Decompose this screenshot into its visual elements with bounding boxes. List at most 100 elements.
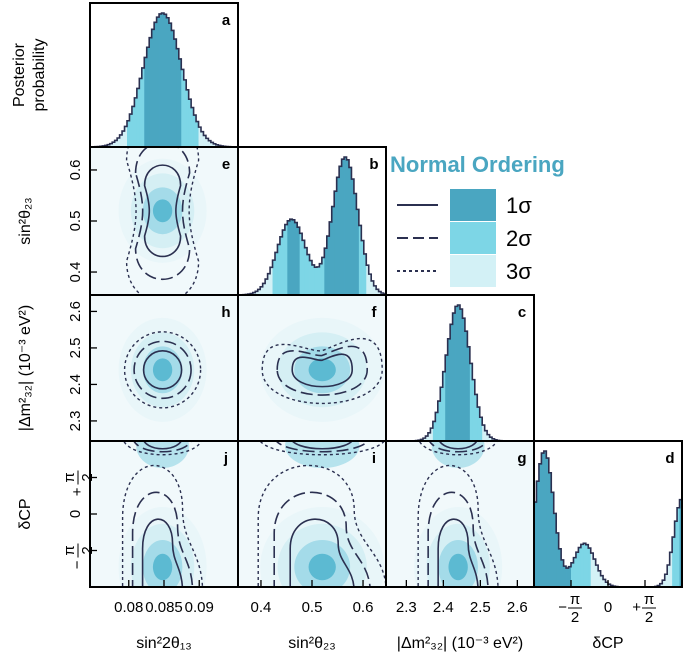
histogram-bar xyxy=(334,191,338,295)
histogram-bar xyxy=(598,570,601,587)
contour-line-top xyxy=(275,441,370,453)
legend-swatch xyxy=(450,189,496,221)
histogram-bar xyxy=(257,289,261,295)
histogram-bar xyxy=(435,412,439,441)
y-tick-label: 2 xyxy=(79,473,96,481)
histogram-bar xyxy=(457,305,461,441)
histogram-bar xyxy=(265,279,268,295)
histogram-bar xyxy=(546,458,550,587)
histogram-bar xyxy=(321,257,325,295)
histogram-bar xyxy=(205,138,209,147)
histogram-bar xyxy=(282,230,286,295)
x-tick-label: 0.09 xyxy=(185,599,214,616)
y-axis-label-probability: probability xyxy=(31,39,48,112)
histogram-bar xyxy=(556,532,560,587)
histogram-bar xyxy=(124,126,128,147)
y-tick-label: 0.4 xyxy=(67,262,84,283)
histogram-outline xyxy=(89,12,239,148)
histogram-bar xyxy=(575,552,579,587)
density-blob xyxy=(152,553,173,581)
contour-line xyxy=(276,345,369,396)
histogram-bar xyxy=(464,331,468,441)
histogram-bar xyxy=(260,286,264,295)
histogram-bar xyxy=(378,291,382,295)
histogram-bar xyxy=(193,115,197,147)
histogram-bar xyxy=(255,291,259,295)
panel-label-h: h xyxy=(221,304,230,321)
legend-swatch xyxy=(450,255,496,287)
histogram-bar xyxy=(309,260,313,295)
histogram-bar xyxy=(208,140,212,147)
histogram-bar xyxy=(363,253,367,295)
x-axis-label-dcp: δCP xyxy=(592,635,623,652)
histogram-bar xyxy=(376,289,379,295)
density-blob-top xyxy=(136,441,189,468)
histogram-bar xyxy=(427,432,431,441)
histogram-bar xyxy=(548,472,552,587)
histogram-bar xyxy=(538,463,542,587)
contour-line xyxy=(289,518,355,587)
legend-label: 3σ xyxy=(506,259,532,284)
histogram-bar xyxy=(302,240,305,295)
histogram-bar xyxy=(173,39,177,147)
panel-label-d: d xyxy=(665,450,674,467)
x-tick-label: 0.6 xyxy=(353,599,374,616)
histogram-bar xyxy=(127,120,130,147)
y-tick-label: 2.6 xyxy=(67,301,84,322)
histogram-bar xyxy=(324,248,328,295)
panel-density-f xyxy=(238,295,386,441)
legend-title: Normal Ordering xyxy=(390,152,565,177)
panel-density-h xyxy=(90,295,238,441)
histogram-bar xyxy=(447,338,451,441)
histogram-bar xyxy=(563,566,567,587)
histogram-bar xyxy=(662,580,666,587)
histogram-bar xyxy=(314,267,318,295)
histogram-bar xyxy=(122,131,125,147)
histogram-bar xyxy=(191,107,194,147)
histogram-bar xyxy=(590,553,594,587)
histogram-bar xyxy=(371,280,375,295)
histogram-bar xyxy=(304,247,308,295)
histogram-bar xyxy=(450,324,453,441)
histogram-bar xyxy=(168,23,172,147)
y-axis-label-group: |Δm²₃₂| (10⁻³ eV²) xyxy=(17,305,34,431)
histogram-bar xyxy=(452,313,456,441)
histogram-bar xyxy=(469,363,473,441)
contour-line xyxy=(134,147,191,281)
histogram-bar xyxy=(331,206,335,295)
panel-label-b: b xyxy=(369,156,378,173)
y-tick-label-group: 0.4 xyxy=(67,262,84,283)
y-tick-label-group: 0 xyxy=(67,510,84,518)
histogram-bar xyxy=(346,159,350,295)
histogram-bar xyxy=(568,566,572,587)
histogram-bar xyxy=(131,106,135,147)
histogram-bar xyxy=(440,387,444,441)
histogram-bar xyxy=(154,22,157,147)
histogram-bar xyxy=(272,260,276,295)
histogram-bar xyxy=(353,193,357,295)
histogram-bar xyxy=(196,121,199,147)
histogram-bar xyxy=(297,227,301,295)
histogram-bar xyxy=(277,244,281,295)
histogram-bar xyxy=(316,266,320,295)
histogram-bar xyxy=(156,17,160,147)
histogram-bar xyxy=(336,177,340,295)
histogram-bar xyxy=(583,543,587,587)
contour-line-top xyxy=(438,441,478,450)
histogram-bar xyxy=(344,157,347,295)
histogram-bar xyxy=(319,263,323,295)
contour-line xyxy=(131,491,194,587)
histogram-bar xyxy=(659,583,663,587)
contour-line xyxy=(257,464,386,587)
density-blob xyxy=(308,553,336,581)
y-tick-label: + xyxy=(69,487,86,496)
x-tick-label: 2.4 xyxy=(433,599,454,616)
histogram-bar xyxy=(294,222,298,295)
histogram-bar xyxy=(600,575,604,587)
histogram-bar xyxy=(112,142,116,147)
histogram-bar xyxy=(159,13,162,148)
contour-line xyxy=(143,164,182,258)
x-axis-label-s23: sin²θ₂₃ xyxy=(288,635,335,652)
histogram-bar xyxy=(188,99,192,147)
